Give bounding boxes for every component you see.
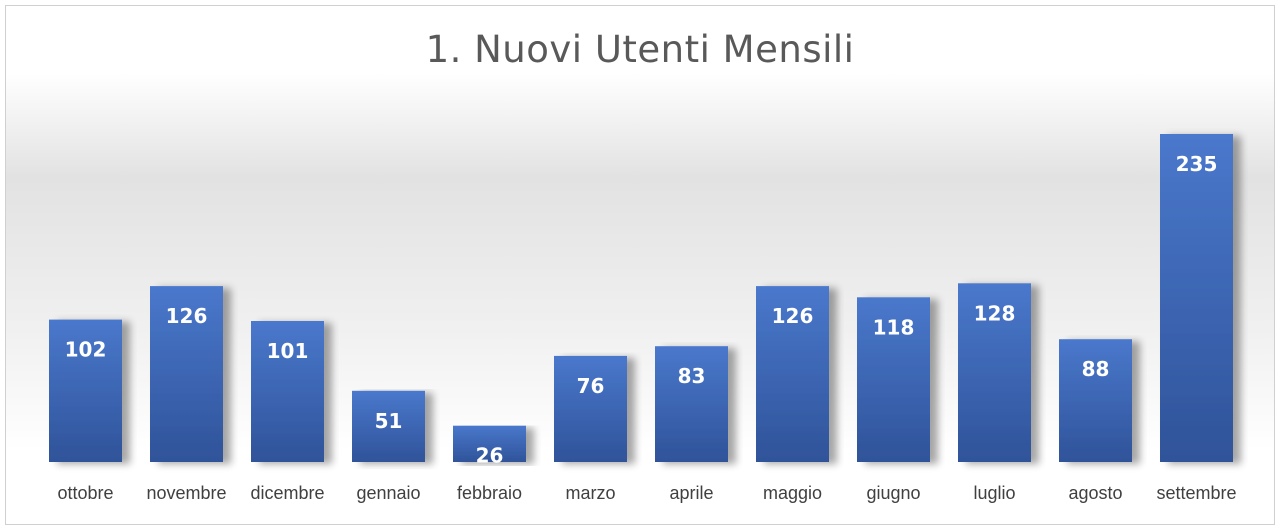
tick-label-luglio: luglio [973, 483, 1015, 503]
x-axis-tick-labels: ottobre novembre dicembre gennaio febbraio ma… [57, 483, 1236, 503]
data-labels-group: 102 126 101 51 26 76 83 126 118 128 88 235 [65, 152, 1218, 468]
data-label-luglio: 128 [974, 301, 1016, 325]
data-label-ottobre: 102 [65, 338, 107, 362]
tick-label-agosto: agosto [1068, 483, 1122, 503]
data-label-gennaio: 51 [375, 409, 403, 433]
tick-label-giugno: giugno [866, 483, 920, 503]
bar-agosto [1059, 339, 1132, 462]
tick-label-febbraio: febbraio [457, 483, 522, 503]
tick-label-novembre: novembre [146, 483, 226, 503]
data-label-novembre: 126 [166, 304, 208, 328]
bars-group [49, 134, 1233, 462]
tick-label-settembre: settembre [1156, 483, 1236, 503]
bar-marzo [554, 355, 627, 462]
data-label-dicembre: 101 [267, 339, 309, 363]
bar-dicembre [251, 321, 324, 462]
tick-label-maggio: maggio [763, 483, 822, 503]
data-label-maggio: 126 [772, 304, 814, 328]
chart-title: 1. Nuovi Utenti Mensili [425, 28, 855, 71]
bar-luglio [958, 283, 1031, 462]
data-label-settembre: 235 [1176, 152, 1218, 176]
data-label-aprile: 83 [678, 364, 706, 388]
data-label-agosto: 88 [1082, 357, 1110, 381]
tick-label-dicembre: dicembre [250, 483, 324, 503]
bar-aprile [655, 346, 728, 462]
tick-label-gennaio: gennaio [356, 483, 420, 503]
tick-label-ottobre: ottobre [57, 483, 113, 503]
data-label-febbraio: 26 [476, 444, 504, 468]
data-label-giugno: 118 [873, 315, 915, 339]
bar-giugno [857, 297, 930, 462]
tick-label-aprile: aprile [669, 483, 713, 503]
bar-ottobre [49, 319, 122, 462]
bar-maggio [756, 286, 829, 462]
bar-settembre [1160, 134, 1233, 462]
tick-label-marzo: marzo [565, 483, 615, 503]
bar-gennaio [352, 390, 425, 462]
data-label-marzo: 76 [577, 374, 605, 398]
bar-febbraio [453, 425, 526, 462]
bar-novembre [150, 286, 223, 462]
